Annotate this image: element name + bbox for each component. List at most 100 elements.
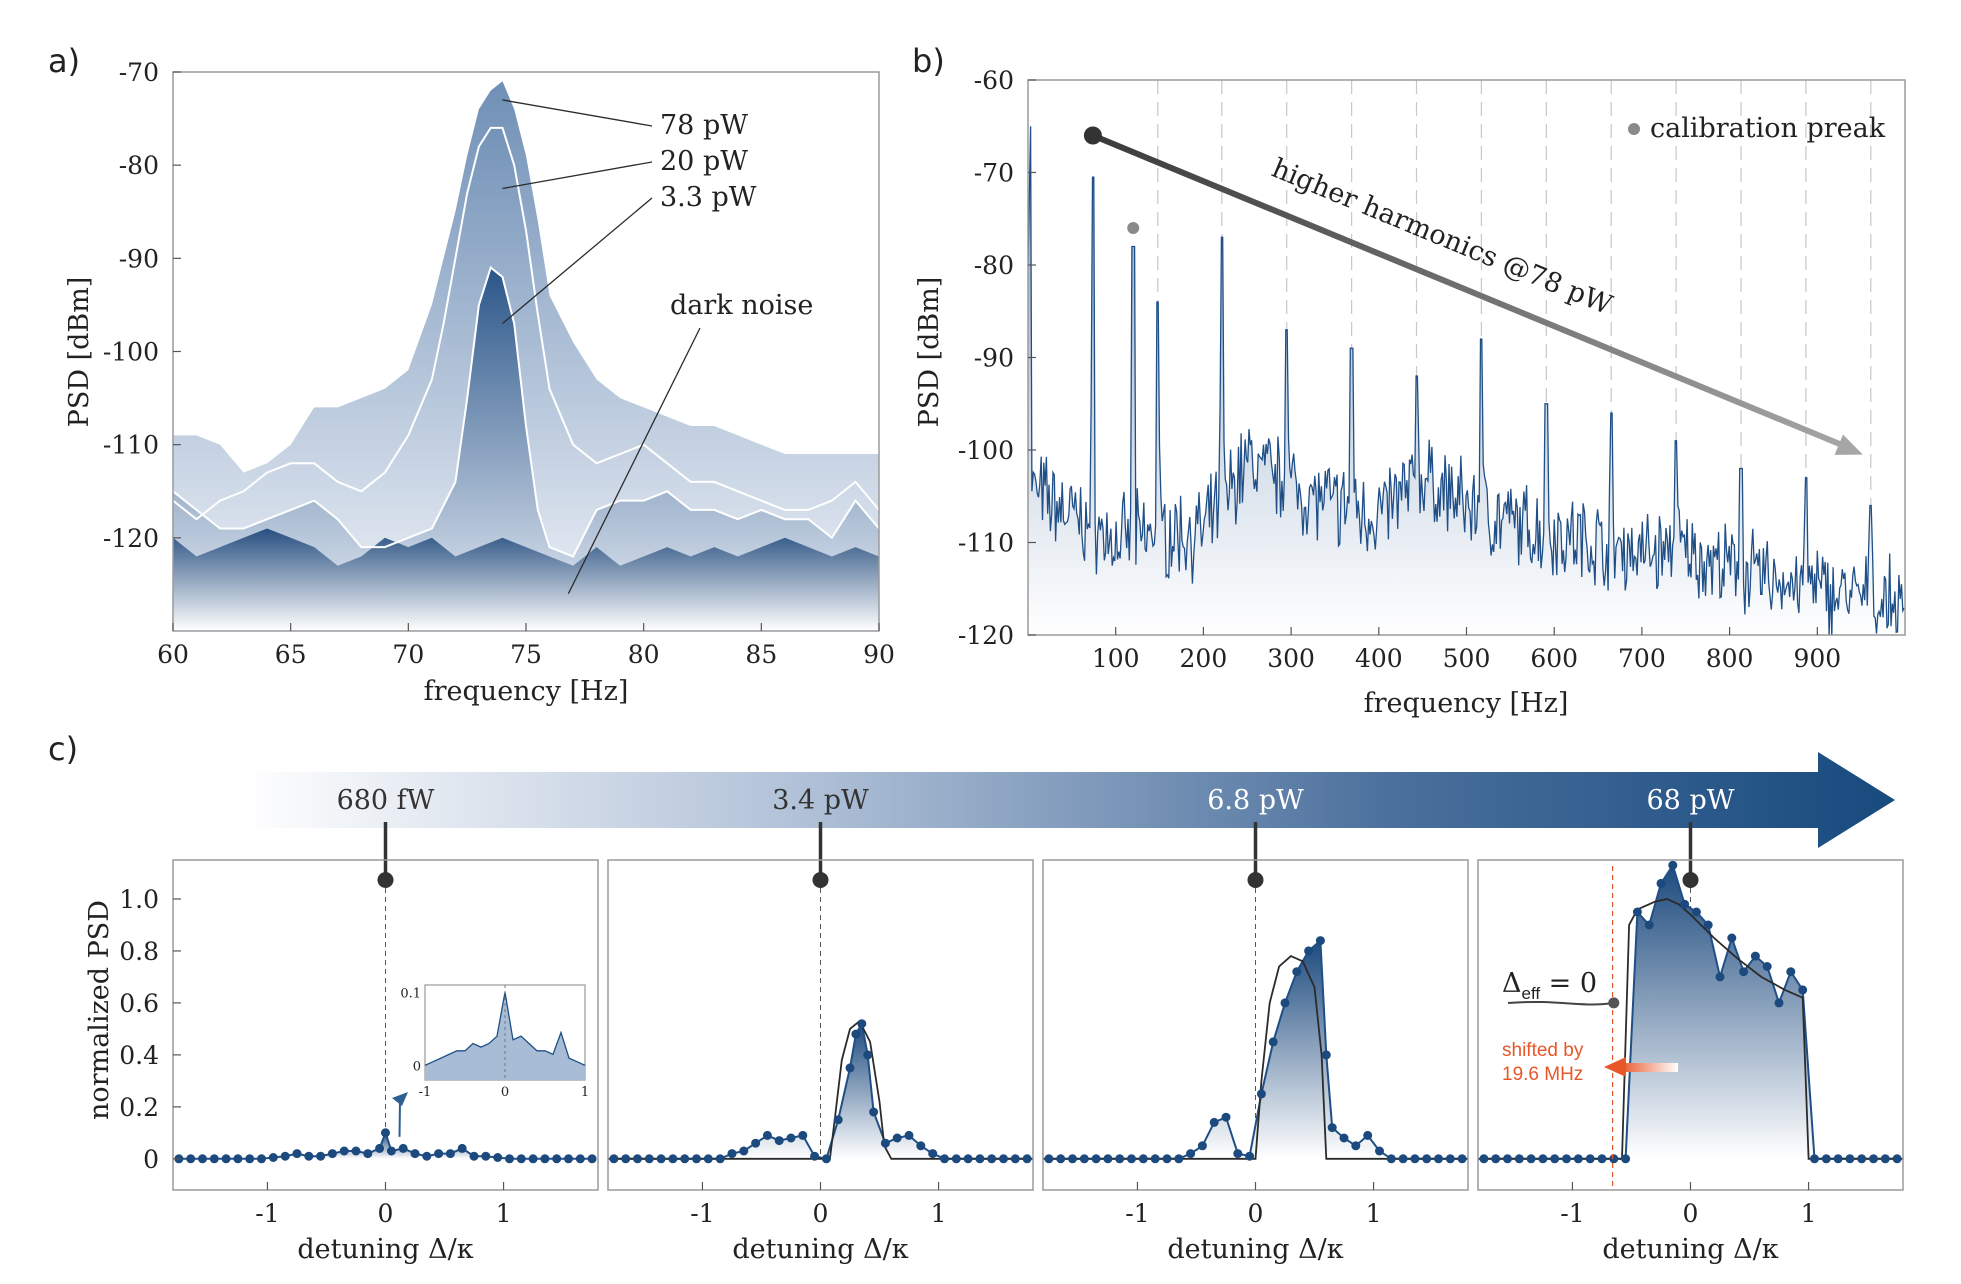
panel-c-xlabel: detuning Δ/κ [1602, 1234, 1778, 1265]
panel-c-data-point [692, 1154, 701, 1164]
panel-b-xtick-label: 300 [1267, 644, 1315, 673]
panel-a-ylabel: PSD [dBm] [64, 277, 95, 428]
panel-c-data-point [1715, 972, 1725, 982]
panel-c-data-point [1869, 1154, 1878, 1164]
power-pin-head [1247, 872, 1264, 888]
panel-c-data-point [1514, 1154, 1524, 1164]
panel-c-data-point [621, 1154, 631, 1164]
panel-c-data-point [1562, 1154, 1571, 1164]
panel-c-data-point [951, 1154, 961, 1164]
panel-b-ytick-label: -80 [974, 251, 1014, 280]
panel-a-annotation-leader [502, 197, 653, 325]
panel-b-xtick-label: 400 [1355, 644, 1403, 673]
panel-a-area-2 [173, 267, 879, 631]
panel-c-data-point [363, 1149, 373, 1159]
panel-c-xtick-label: 0 [813, 1199, 829, 1228]
panel-c-data-point [528, 1154, 538, 1164]
panel-b-ytick-label: -70 [974, 159, 1014, 188]
panel-c-data-point [810, 1151, 820, 1161]
panel-b-xtick-label: 200 [1180, 644, 1228, 673]
panel-c-data-point [928, 1149, 938, 1159]
panel-c-data-point [1150, 1154, 1160, 1164]
panel-c-data-point [1209, 1117, 1219, 1127]
delta-eff-leader [1507, 1000, 1614, 1006]
panel-c-data-point [386, 1146, 396, 1156]
power-pin-head [812, 872, 829, 888]
panel-c-data-point [1245, 1151, 1255, 1161]
panel-c-data-point [869, 1107, 879, 1117]
harmonics-arrow-label: higher harmonics @78 pW [1267, 153, 1616, 321]
panel-c-fit-line [1043, 955, 1468, 1160]
panel-a-annotation-2: 3.3 pW [660, 182, 757, 213]
delta-eff-annotation: Δeff = 0 shifted by 19.6 MHz [1502, 866, 1678, 1190]
inset-xtick-label: -1 [419, 1085, 432, 1100]
panel-a-line-1 [173, 126, 879, 521]
panel-c-data-point [1315, 936, 1325, 946]
panel-c-data-point [1668, 860, 1678, 870]
panel-b-ytick-label: -60 [974, 66, 1014, 95]
delta-eff-point [1608, 997, 1620, 1009]
panel-c-data-point [434, 1149, 444, 1159]
panel-c-data-point [1022, 1154, 1032, 1164]
panel-a-area-1 [173, 127, 879, 631]
panel-b: 100 200 300 400 500 600 700 800 900 -60 -70 -80 -90 -… [914, 66, 1906, 719]
panel-c-data-point [304, 1151, 314, 1161]
panel-c-xtick-label: 1 [1801, 1199, 1817, 1228]
panel-c-data-point [798, 1130, 808, 1140]
panel-c-data-point [316, 1151, 326, 1161]
delta-eff-label: Δeff = 0 [1502, 968, 1597, 1003]
panel-c-data-point [786, 1133, 796, 1143]
panel-c-data-point [1845, 1154, 1855, 1164]
panel-c-data-point [493, 1153, 503, 1162]
panel-c-data-point [552, 1154, 562, 1164]
panel-c-data-point [1786, 967, 1796, 977]
panel-c-data-point [1327, 1123, 1337, 1133]
panel-c-xtick-label: -1 [1560, 1199, 1584, 1228]
inset-xtick-label: 0 [501, 1085, 509, 1100]
panel-c-data-point [656, 1154, 666, 1164]
shift-label-line-2: 19.6 MHz [1502, 1064, 1583, 1085]
panel-a-xtick-label: 85 [745, 640, 777, 669]
inset-pointer-head [392, 1092, 408, 1106]
panel-c-data-point [1503, 1154, 1512, 1164]
panel-c-data-point [1351, 1141, 1361, 1151]
panel-c-data-point [1632, 907, 1642, 917]
power-label-3: 68 pW [1647, 785, 1735, 816]
panel-a-xtick-label: 65 [275, 640, 307, 669]
panel-b-xtick-label: 600 [1530, 644, 1578, 673]
panel-c-ytick-label: 0.4 [119, 1041, 159, 1070]
panel-a-annotation-0: 78 pW [660, 110, 748, 141]
panel-c-data-point [1538, 1154, 1548, 1164]
panel-c-ytick-label: 1.0 [119, 885, 159, 914]
panel-c-data-point [1127, 1154, 1136, 1164]
panel-c-data-point [1445, 1154, 1455, 1164]
panel-c-data-point [398, 1143, 408, 1153]
power-label-1: 3.4 pW [772, 785, 869, 816]
power-banner-arrow [240, 752, 1895, 848]
panel-c-data-point [851, 1029, 861, 1039]
panel-c-xtick-label: 0 [1683, 1199, 1699, 1228]
panel-c-data-point [762, 1130, 772, 1140]
panel-c-xtick-label: 1 [931, 1199, 947, 1228]
panel-c-data-point [774, 1136, 784, 1146]
panel-c-data-point [1044, 1154, 1054, 1164]
panel-c-data-point [727, 1149, 737, 1159]
panel-a-letter: a) [48, 42, 80, 80]
panel-c-data-point [1186, 1149, 1196, 1159]
panel-c-data-point [221, 1154, 231, 1164]
panel-c-data-point [1174, 1154, 1184, 1164]
panel-c-data-point [1727, 933, 1737, 943]
panel-c-data-point [445, 1149, 455, 1159]
panel-c-data-point [1798, 985, 1808, 995]
panel-c-data-point [1810, 1154, 1819, 1164]
panel-c-data-point [375, 1143, 385, 1153]
inset-pointer-arrow [398, 1099, 401, 1137]
panel-c: 680 fW 3.4 pW 6.8 pW 68 pW -1 0 1 detuning Δ/κ… [84, 752, 1904, 1265]
panel-c-data-point [257, 1154, 266, 1164]
panel-c-data-point [1304, 946, 1314, 956]
panel-c-data-point [1280, 998, 1290, 1008]
panel-c-data-point [1821, 1154, 1831, 1164]
panel-a-ytick-label: -120 [103, 524, 159, 553]
panel-c-data-point [1526, 1154, 1536, 1164]
panel-c-xtick-label: 1 [1366, 1199, 1382, 1228]
